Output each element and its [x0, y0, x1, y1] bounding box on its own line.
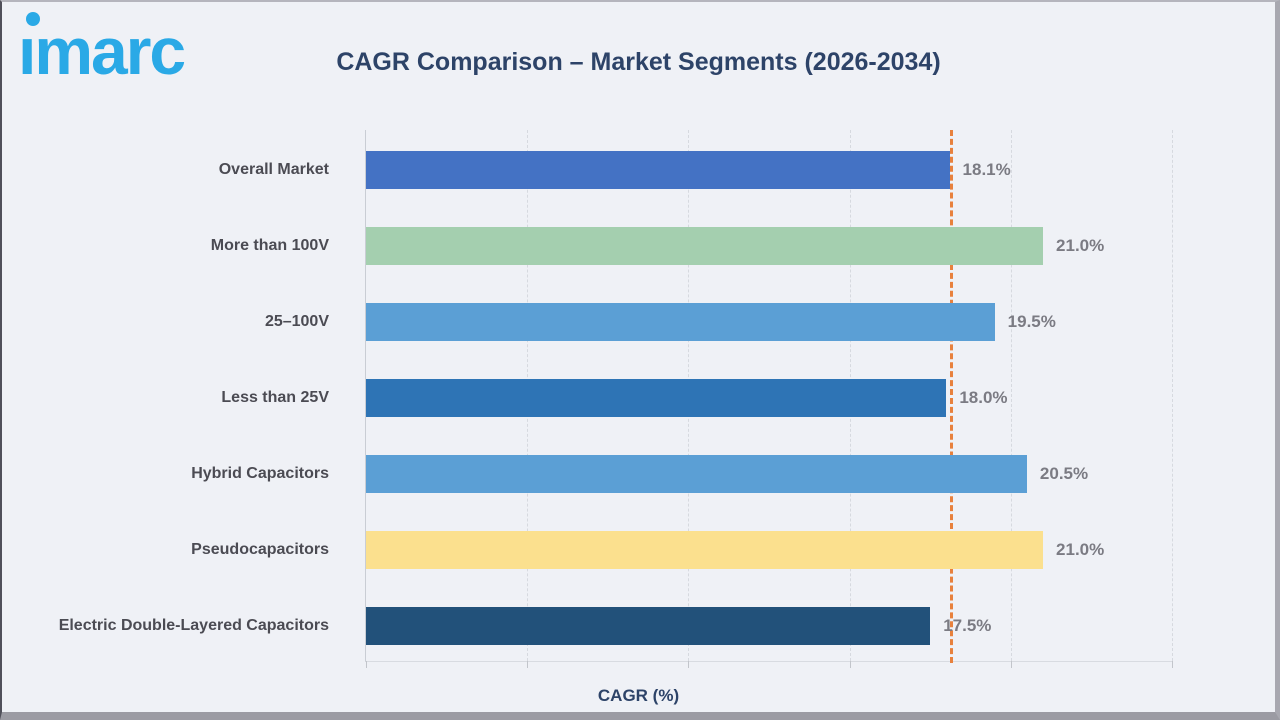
bar — [366, 151, 950, 189]
bar-value-label: 20.5% — [1039, 464, 1089, 483]
axis-tick-5 — [527, 661, 529, 668]
gridline-25 — [1172, 130, 1173, 661]
gridline-20 — [1010, 130, 1012, 661]
category-label: Pseudocapacitors — [191, 541, 329, 558]
logo-text: ımarc — [18, 14, 186, 88]
bar-value-label: 18.1% — [962, 160, 1011, 179]
axis-tick-0 — [366, 661, 367, 668]
axis-tick-15 — [849, 661, 851, 668]
category-labels: Overall Market More than 100V 25–100V Less … — [2, 132, 347, 664]
category-label: 25–100V — [264, 313, 329, 330]
bar — [366, 531, 1044, 569]
axis-tick-25 — [1172, 661, 1173, 668]
category-label: Overall Market — [218, 161, 329, 178]
category-label: Less than 25V — [221, 389, 329, 406]
bar-value-label: 18.0% — [959, 388, 1008, 407]
axis-tick-20 — [1010, 661, 1012, 668]
category-label: More than 100V — [210, 237, 329, 254]
plot-area: 18.1% 21.0% 19.5% 18.0% 20.5% 21.0% 17.5% — [365, 130, 1173, 668]
category-label: Electric Double-Layered Capacitors — [58, 617, 329, 634]
bar-value-label: 21.0% — [1056, 236, 1105, 255]
bar — [366, 379, 947, 417]
category-label: Hybrid Capacitors — [191, 465, 329, 482]
x-axis-label: CAGR (%) — [597, 686, 680, 705]
axis-tick-10 — [688, 661, 690, 668]
logo-i-dot-icon — [26, 12, 40, 26]
bar — [366, 227, 1044, 265]
bar — [366, 303, 995, 341]
chart-title: CAGR Comparison – Market Segments (2026-… — [336, 48, 941, 76]
bar-value-label: 19.5% — [1007, 312, 1056, 331]
reference-line — [949, 130, 953, 663]
bar-value-label: 21.0% — [1056, 540, 1105, 559]
bar — [366, 455, 1027, 493]
bar-value-label: 17.5% — [943, 616, 992, 635]
imarc-logo: ımarc — [18, 4, 218, 98]
bar — [366, 607, 931, 645]
